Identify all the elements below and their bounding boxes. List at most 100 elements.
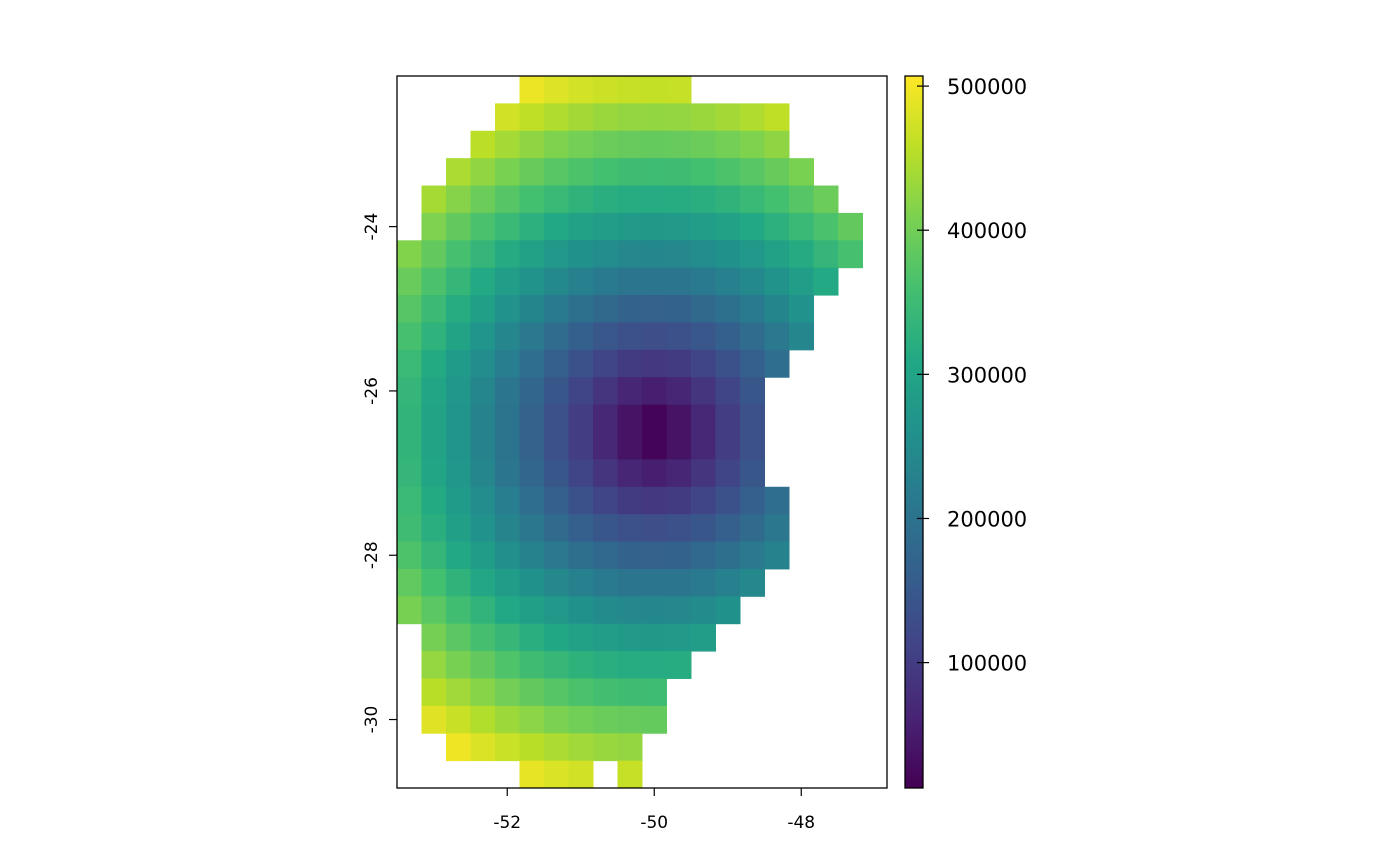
raster-cell (519, 158, 545, 187)
raster-cell (446, 651, 471, 679)
raster-cell (617, 651, 643, 679)
raster-cell (446, 596, 471, 625)
raster-cell (642, 349, 667, 378)
raster-cell (397, 568, 422, 597)
raster-cell (544, 541, 569, 570)
raster-cell (617, 76, 643, 104)
raster-cell (593, 158, 618, 187)
raster-cell (593, 349, 618, 378)
raster-cell (764, 486, 790, 515)
raster-cell (617, 432, 643, 460)
raster-cell (495, 651, 520, 679)
colorbar-tick-label: 400000 (947, 219, 1027, 243)
raster-cell (666, 514, 692, 543)
raster-cell (593, 733, 618, 762)
raster-cell (519, 651, 545, 679)
raster-cell (568, 514, 594, 543)
raster-cell (397, 596, 422, 625)
raster-cell (642, 377, 667, 406)
raster-cell (764, 267, 790, 296)
raster-cell (519, 377, 545, 406)
raster-cell (617, 267, 643, 296)
raster-cell (764, 185, 790, 214)
y-tick-label: -26 (362, 377, 382, 405)
raster-cell (544, 240, 569, 269)
raster-cell (495, 267, 520, 296)
x-tick-label: -48 (787, 813, 815, 833)
raster-cell (421, 349, 447, 378)
raster-cell (519, 678, 545, 707)
y-tick-label: -24 (362, 213, 382, 241)
raster-cell (568, 541, 594, 570)
raster-cell (519, 76, 545, 104)
raster-cell (593, 76, 618, 104)
raster-cell (642, 596, 667, 625)
raster-cell (642, 486, 667, 515)
raster-cell (740, 240, 765, 269)
raster-cell (691, 322, 716, 351)
raster-cell (617, 596, 643, 625)
raster-cell (568, 349, 594, 378)
raster-cell (446, 158, 471, 187)
raster-cell (568, 760, 594, 789)
raster-cell (642, 541, 667, 570)
raster-cell (568, 377, 594, 406)
raster-cell (446, 432, 471, 460)
raster-cell (666, 459, 692, 488)
raster-cell (593, 322, 618, 351)
raster-cell (617, 678, 643, 707)
raster-cell (544, 459, 569, 488)
raster-cell (617, 240, 643, 269)
raster-cell (495, 377, 520, 406)
raster-cell (519, 733, 545, 762)
raster-cell (544, 267, 569, 296)
raster-cell (446, 705, 471, 734)
raster-cell (568, 212, 594, 241)
raster-cell (642, 267, 667, 296)
raster-cell (470, 623, 496, 652)
raster-cell (666, 432, 692, 460)
raster-cell (421, 322, 447, 351)
raster-cell (666, 486, 692, 515)
raster-cell (593, 130, 618, 159)
raster-cell (568, 130, 594, 159)
raster-cell (617, 623, 643, 652)
raster-cell (715, 212, 741, 241)
raster-cell (446, 377, 471, 406)
raster-cell (617, 103, 643, 132)
raster-cell (470, 596, 496, 625)
raster-cell (544, 349, 569, 378)
raster-cell (446, 240, 471, 269)
raster-cell (740, 267, 765, 296)
plot-frame (396, 75, 888, 789)
raster-cell (593, 240, 618, 269)
raster-cell (715, 541, 741, 570)
raster-cell (642, 459, 667, 488)
raster-cell (666, 349, 692, 378)
raster-cell (495, 596, 520, 625)
raster-cell (519, 240, 545, 269)
raster-cell (715, 322, 741, 351)
raster-cell (617, 349, 643, 378)
raster-cell (568, 705, 594, 734)
raster-cell (519, 514, 545, 543)
raster-cell (470, 349, 496, 378)
raster-cell (446, 623, 471, 652)
raster-cell (470, 486, 496, 515)
raster-cell (470, 541, 496, 570)
raster-cell (642, 240, 667, 269)
raster-cell (838, 240, 863, 269)
raster-cell (446, 568, 471, 597)
raster-cell (593, 267, 618, 296)
raster-cell (446, 459, 471, 488)
raster-cell (617, 486, 643, 515)
raster-cell (568, 404, 594, 433)
raster-cell (740, 349, 765, 378)
raster-cell (642, 678, 667, 707)
raster-cell (397, 541, 422, 570)
raster-cell (544, 404, 569, 433)
colorbar-tick-label: 300000 (947, 363, 1027, 387)
raster-cell (544, 130, 569, 159)
raster-cell (495, 541, 520, 570)
raster-cell (495, 705, 520, 734)
